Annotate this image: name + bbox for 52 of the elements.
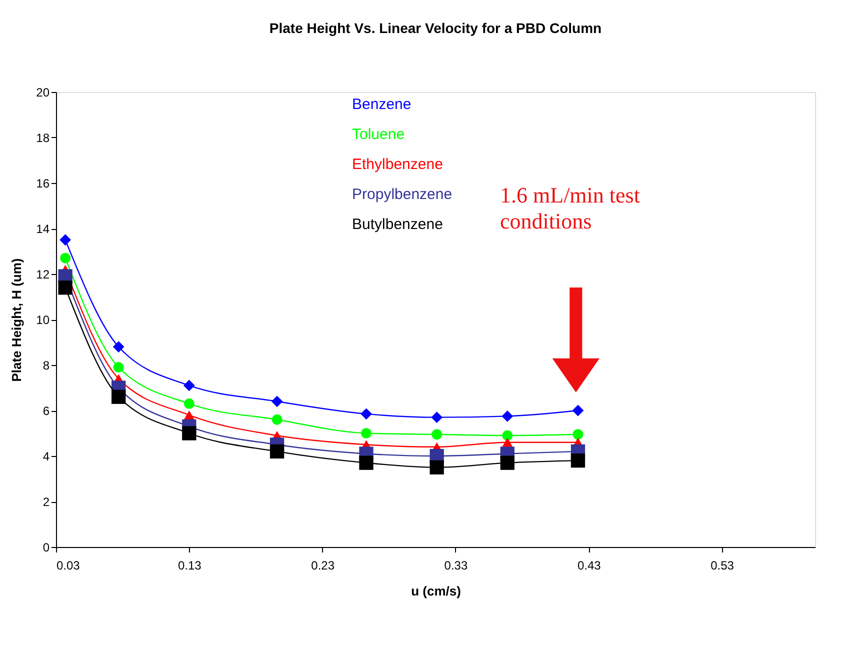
y-tick-label: 18 bbox=[36, 131, 50, 145]
point bbox=[432, 429, 442, 440]
y-tick-label: 10 bbox=[36, 313, 50, 327]
x-tick-label: 0.03 bbox=[56, 558, 80, 572]
point bbox=[182, 426, 196, 440]
x-tick-label: 0.23 bbox=[311, 558, 335, 572]
x-tick-label: 0.53 bbox=[710, 558, 734, 572]
point bbox=[270, 444, 284, 459]
y-tick-label: 8 bbox=[42, 358, 50, 372]
text: Toluene bbox=[352, 126, 405, 143]
point bbox=[272, 414, 282, 425]
y-tick-label: 0 bbox=[42, 540, 50, 554]
text: Ethylbenzene bbox=[352, 156, 443, 173]
point bbox=[502, 438, 513, 447]
y-tick-label: 4 bbox=[42, 450, 50, 464]
point bbox=[502, 410, 514, 422]
point bbox=[271, 396, 283, 408]
point bbox=[500, 456, 514, 470]
point bbox=[430, 460, 444, 474]
y-tick-label: 14 bbox=[36, 222, 50, 236]
annotation: 1.6 mL/min test conditions bbox=[500, 182, 640, 234]
point bbox=[58, 280, 72, 295]
x-axis-title: u (cm/s) bbox=[411, 584, 461, 598]
chart-title: Plate Height Vs. Linear Velocity for a PBD Column bbox=[269, 20, 602, 36]
point bbox=[359, 456, 374, 470]
point bbox=[60, 252, 71, 264]
point bbox=[572, 429, 584, 440]
point bbox=[361, 428, 372, 438]
point bbox=[184, 398, 194, 409]
y-tick-label: 12 bbox=[36, 268, 50, 282]
text: Propylbenzene bbox=[352, 186, 452, 203]
point bbox=[502, 430, 513, 441]
text: Butylbenzene bbox=[352, 216, 443, 233]
y-tick-label: 6 bbox=[42, 404, 50, 418]
point bbox=[572, 404, 584, 416]
text: Benzene bbox=[352, 96, 412, 113]
point bbox=[112, 390, 126, 404]
point bbox=[60, 234, 72, 246]
point bbox=[570, 453, 586, 468]
point bbox=[431, 412, 443, 424]
y-axis-title: Plate Height, H (um) bbox=[9, 258, 24, 382]
point bbox=[184, 410, 194, 420]
y-tick-label: 16 bbox=[36, 176, 50, 190]
x-tick-label: 0.33 bbox=[444, 558, 468, 572]
y-tick-label: 2 bbox=[42, 495, 50, 509]
point bbox=[183, 380, 195, 392]
x-tick-label: 0.43 bbox=[577, 558, 602, 572]
x-tick-label: 0.13 bbox=[178, 558, 202, 572]
point bbox=[360, 408, 372, 420]
point bbox=[112, 341, 124, 352]
y-tick-label: 20 bbox=[36, 86, 50, 100]
point bbox=[113, 362, 124, 373]
